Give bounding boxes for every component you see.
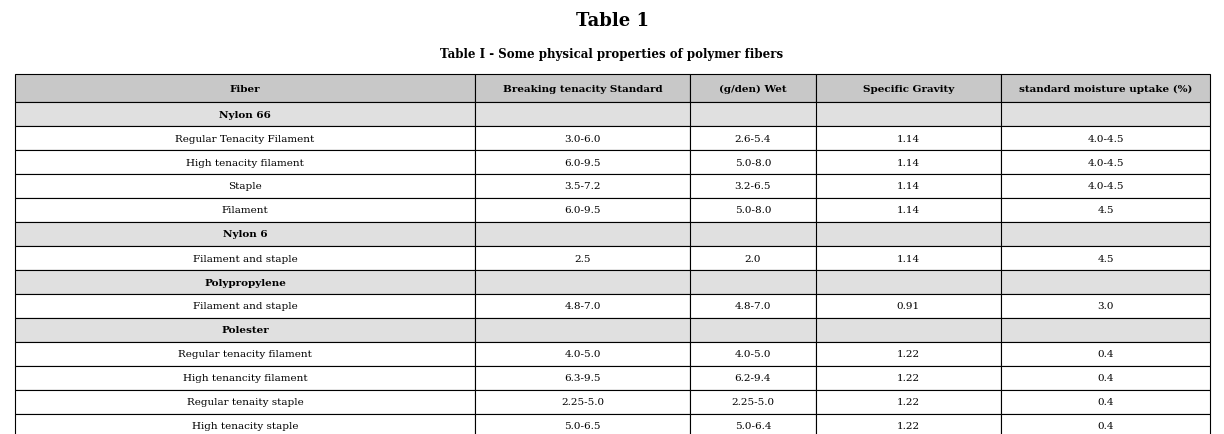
Text: Polester: Polester: [222, 326, 269, 335]
Text: Filament: Filament: [222, 206, 268, 215]
Text: 6.0-9.5: 6.0-9.5: [564, 158, 601, 167]
Text: Regular tenaity staple: Regular tenaity staple: [187, 398, 304, 407]
Text: Filament and staple: Filament and staple: [192, 302, 297, 311]
Text: 4.0-4.5: 4.0-4.5: [1087, 182, 1124, 191]
Text: 3.0: 3.0: [1097, 302, 1114, 311]
Text: 5.0-6.4: 5.0-6.4: [734, 421, 771, 431]
Text: 4.0-5.0: 4.0-5.0: [564, 350, 601, 358]
Text: 4.5: 4.5: [1097, 206, 1114, 215]
Text: 2.5: 2.5: [574, 254, 591, 263]
Text: 6.3-9.5: 6.3-9.5: [564, 374, 601, 383]
Text: 3.0-6.0: 3.0-6.0: [564, 134, 601, 143]
Text: (g/den) Wet: (g/den) Wet: [718, 84, 787, 93]
Text: 0.4: 0.4: [1097, 350, 1114, 358]
Text: 5.0-8.0: 5.0-8.0: [734, 158, 771, 167]
Text: 0.4: 0.4: [1097, 398, 1114, 407]
Text: Regular Tenacity Filament: Regular Tenacity Filament: [175, 134, 315, 143]
Text: Specific Gravity: Specific Gravity: [863, 84, 953, 93]
Text: 2.25-5.0: 2.25-5.0: [561, 398, 605, 407]
Text: 5.0-6.5: 5.0-6.5: [564, 421, 601, 431]
Text: 1.14: 1.14: [897, 182, 919, 191]
Text: 1.14: 1.14: [897, 206, 919, 215]
Text: Filament and staple: Filament and staple: [192, 254, 297, 263]
Text: Nylon 6: Nylon 6: [223, 230, 267, 239]
Text: 5.0-8.0: 5.0-8.0: [734, 206, 771, 215]
Text: 4.0-4.5: 4.0-4.5: [1087, 134, 1124, 143]
Text: Breaking tenacity Standard: Breaking tenacity Standard: [503, 84, 662, 93]
Text: 4.0-4.5: 4.0-4.5: [1087, 158, 1124, 167]
Text: 3.5-7.2: 3.5-7.2: [564, 182, 601, 191]
Text: 4.0-5.0: 4.0-5.0: [734, 350, 771, 358]
Text: 3.2-6.5: 3.2-6.5: [734, 182, 771, 191]
Text: Nylon 66: Nylon 66: [219, 110, 271, 119]
Text: 2.6-5.4: 2.6-5.4: [734, 134, 771, 143]
Text: Fiber: Fiber: [230, 84, 261, 93]
Text: 0.4: 0.4: [1097, 421, 1114, 431]
Text: 4.5: 4.5: [1097, 254, 1114, 263]
Text: High tenacity staple: High tenacity staple: [192, 421, 299, 431]
Text: High tenancity filament: High tenancity filament: [182, 374, 307, 383]
Text: 1.22: 1.22: [897, 350, 919, 358]
Text: 1.14: 1.14: [897, 158, 919, 167]
Text: 2.25-5.0: 2.25-5.0: [732, 398, 775, 407]
Text: 4.8-7.0: 4.8-7.0: [734, 302, 771, 311]
Text: 1.14: 1.14: [897, 254, 919, 263]
Text: 0.91: 0.91: [897, 302, 919, 311]
Text: High tenacity filament: High tenacity filament: [186, 158, 304, 167]
Text: Table 1: Table 1: [575, 12, 649, 30]
Text: 2.0: 2.0: [744, 254, 761, 263]
Text: Table I - Some physical properties of polymer fibers: Table I - Some physical properties of po…: [441, 48, 783, 61]
Text: 1.22: 1.22: [897, 374, 919, 383]
Text: 1.22: 1.22: [897, 421, 919, 431]
Text: standard moisture uptake (%): standard moisture uptake (%): [1018, 84, 1192, 93]
Text: Staple: Staple: [228, 182, 262, 191]
Text: 1.14: 1.14: [897, 134, 919, 143]
Text: Regular tenacity filament: Regular tenacity filament: [179, 350, 312, 358]
Text: 6.0-9.5: 6.0-9.5: [564, 206, 601, 215]
Text: Polypropylene: Polypropylene: [204, 278, 286, 287]
Text: 1.22: 1.22: [897, 398, 919, 407]
Text: 4.8-7.0: 4.8-7.0: [564, 302, 601, 311]
Text: 6.2-9.4: 6.2-9.4: [734, 374, 771, 383]
Text: 0.4: 0.4: [1097, 374, 1114, 383]
